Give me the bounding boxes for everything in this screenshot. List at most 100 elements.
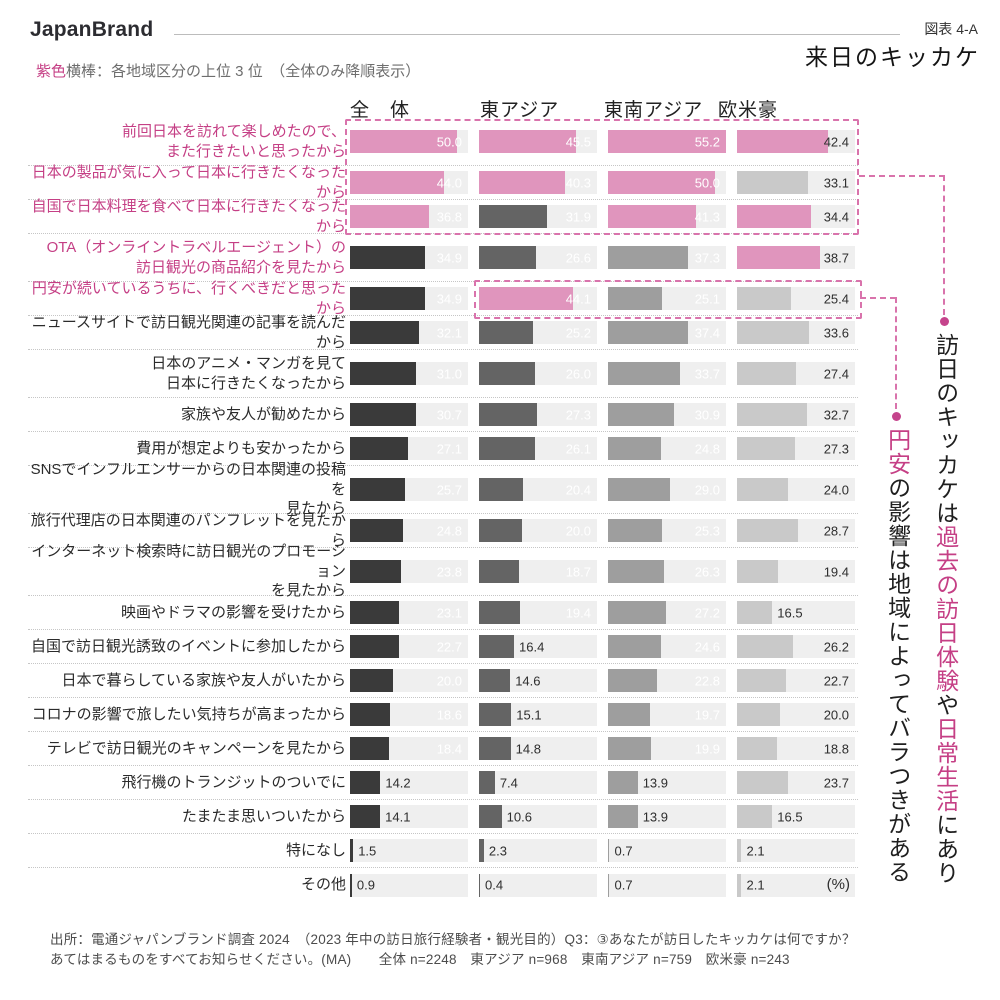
bar-track-total: 50.0	[350, 130, 468, 153]
bar-track-southeast-asia: 13.9	[608, 805, 726, 828]
bar-track-west: 2.1	[737, 839, 855, 862]
bar-track-west: 27.4	[737, 362, 855, 385]
bar-total	[350, 437, 408, 460]
bar-east-asia	[479, 839, 484, 862]
row-label: インターネット検索時に訪日観光のプロモーション を見たから	[31, 543, 346, 600]
bar-value: 19.4	[565, 605, 591, 620]
bar-track-southeast-asia: 13.9	[608, 771, 726, 794]
bar-southeast-asia	[608, 771, 638, 794]
bar-value: 16.5	[777, 809, 803, 824]
bar-track-east-asia: 20.0	[479, 519, 597, 542]
row-label: 飛行機のトランジットのついでに	[121, 773, 346, 791]
bar-track-southeast-asia: 27.2	[608, 601, 726, 624]
bar-value: 2.1	[746, 843, 765, 858]
bar-total	[350, 130, 457, 153]
connector-main-dot	[940, 317, 949, 326]
bar-track-total: 0.9	[350, 873, 468, 897]
bar-southeast-asia	[608, 478, 670, 501]
bar-value: 14.1	[385, 809, 411, 824]
bar-value: 31.0	[436, 366, 462, 381]
bar-total	[350, 362, 417, 385]
bar-southeast-asia	[608, 287, 662, 310]
bar-value: 37.3	[694, 250, 720, 265]
bar-track-southeast-asia: 50.0	[608, 171, 726, 194]
row-label: OTA（オンライントラベルエージェント）の 訪日観光の商品紹介を見たから	[46, 239, 346, 276]
bar-track-west: 26.2	[737, 635, 855, 658]
bar-value: 13.9	[642, 775, 669, 790]
bar-west	[737, 519, 799, 542]
bar-value: 40.3	[565, 175, 591, 190]
bar-total	[350, 205, 429, 228]
annotation-main-seg1: 訪日のキッカケは	[932, 333, 959, 525]
bar-value: 23.7	[823, 775, 849, 790]
bar-track-west: 23.7	[737, 771, 855, 794]
bar-value: 27.4	[823, 366, 849, 381]
bar-southeast-asia	[608, 130, 726, 153]
annotation-yen: 円安の影響は地域によってバラつきがある	[883, 428, 911, 884]
bar-chart: 前回日本を訪れて楽しめたので、 また行きたいと思ったから 50.0 45.5 55.2…	[28, 118, 858, 902]
bar-west	[737, 246, 820, 269]
bar-value: 20.0	[436, 673, 462, 688]
column-header-total: 全 体	[350, 100, 411, 121]
bar-value: 26.1	[565, 441, 591, 456]
bar-total	[350, 805, 381, 828]
bar-west	[737, 635, 793, 658]
connector-yen-vertical	[895, 297, 897, 409]
bar-track-east-asia: 31.9	[479, 205, 597, 228]
chart-row: テレビで訪日観光のキャンペーンを見たから 18.4 14.8 19.9 18.8	[28, 732, 858, 766]
bar-east-asia	[479, 246, 536, 269]
bar-value: 14.6	[515, 673, 541, 688]
bar-value: 33.6	[823, 325, 849, 340]
bar-southeast-asia	[608, 737, 651, 760]
bar-value: 27.2	[694, 605, 720, 620]
bar-track-southeast-asia: 55.2	[608, 130, 726, 153]
bar-track-total: 34.9	[350, 246, 468, 269]
bar-value: 16.4	[519, 639, 545, 654]
bar-track-southeast-asia: 26.3	[608, 560, 726, 583]
chart-row: 円安が続いているうちに、行くべきだと思ったから 34.9 44.1 25.1 25.4	[28, 280, 858, 317]
bar-track-east-asia: 10.6	[479, 805, 597, 828]
bar-west	[737, 601, 773, 624]
bar-value: 42.4	[823, 134, 849, 149]
chart-row: 家族や友人が勧めたから 30.7 27.3 30.9 32.7	[28, 398, 858, 432]
bar-value: 50.0	[436, 134, 462, 149]
bar-track-total: 14.2	[350, 771, 468, 794]
bar-value: 55.2	[694, 134, 720, 149]
bar-east-asia	[479, 873, 480, 897]
bar-east-asia	[479, 635, 515, 658]
bar-value: 26.2	[823, 639, 849, 654]
bar-total	[350, 873, 352, 897]
bar-track-southeast-asia: 25.1	[608, 287, 726, 310]
bar-track-west: 22.7	[737, 669, 855, 692]
bar-track-west: 38.7	[737, 246, 855, 269]
bar-track-southeast-asia: 0.7	[608, 873, 726, 897]
bar-track-east-asia: 15.1	[479, 703, 597, 726]
bar-value: 23.8	[436, 564, 462, 579]
percent-unit-label: (%)	[826, 876, 850, 893]
bar-value: 22.7	[436, 639, 462, 654]
bar-track-total: 31.0	[350, 362, 468, 385]
bar-track-east-asia: 44.1	[479, 287, 597, 310]
bar-track-west: 25.4	[737, 287, 855, 310]
bar-total	[350, 321, 419, 344]
bar-west	[737, 321, 809, 344]
column-header-west: 欧米豪	[718, 100, 779, 121]
bar-value: 14.8	[515, 741, 541, 756]
bar-track-total: 23.1	[350, 601, 468, 624]
bar-value: 13.9	[642, 809, 669, 824]
chart-row: 飛行機のトランジットのついでに 14.2 7.4 13.9 23.7	[28, 766, 858, 800]
bar-track-west: 18.8	[737, 737, 855, 760]
bar-east-asia	[479, 321, 533, 344]
bar-track-east-asia: 7.4	[479, 771, 597, 794]
bar-value: 23.1	[436, 605, 462, 620]
bar-southeast-asia	[608, 805, 638, 828]
bar-west	[737, 669, 786, 692]
bar-value: 0.7	[614, 843, 633, 858]
bar-track-east-asia: 45.5	[479, 130, 597, 153]
bar-track-west: 34.4	[737, 205, 855, 228]
bar-value: 36.8	[436, 209, 462, 224]
bar-west	[737, 403, 807, 426]
bar-track-east-asia: 26.1	[479, 437, 597, 460]
bar-west	[737, 839, 742, 862]
bar-west	[737, 130, 828, 153]
